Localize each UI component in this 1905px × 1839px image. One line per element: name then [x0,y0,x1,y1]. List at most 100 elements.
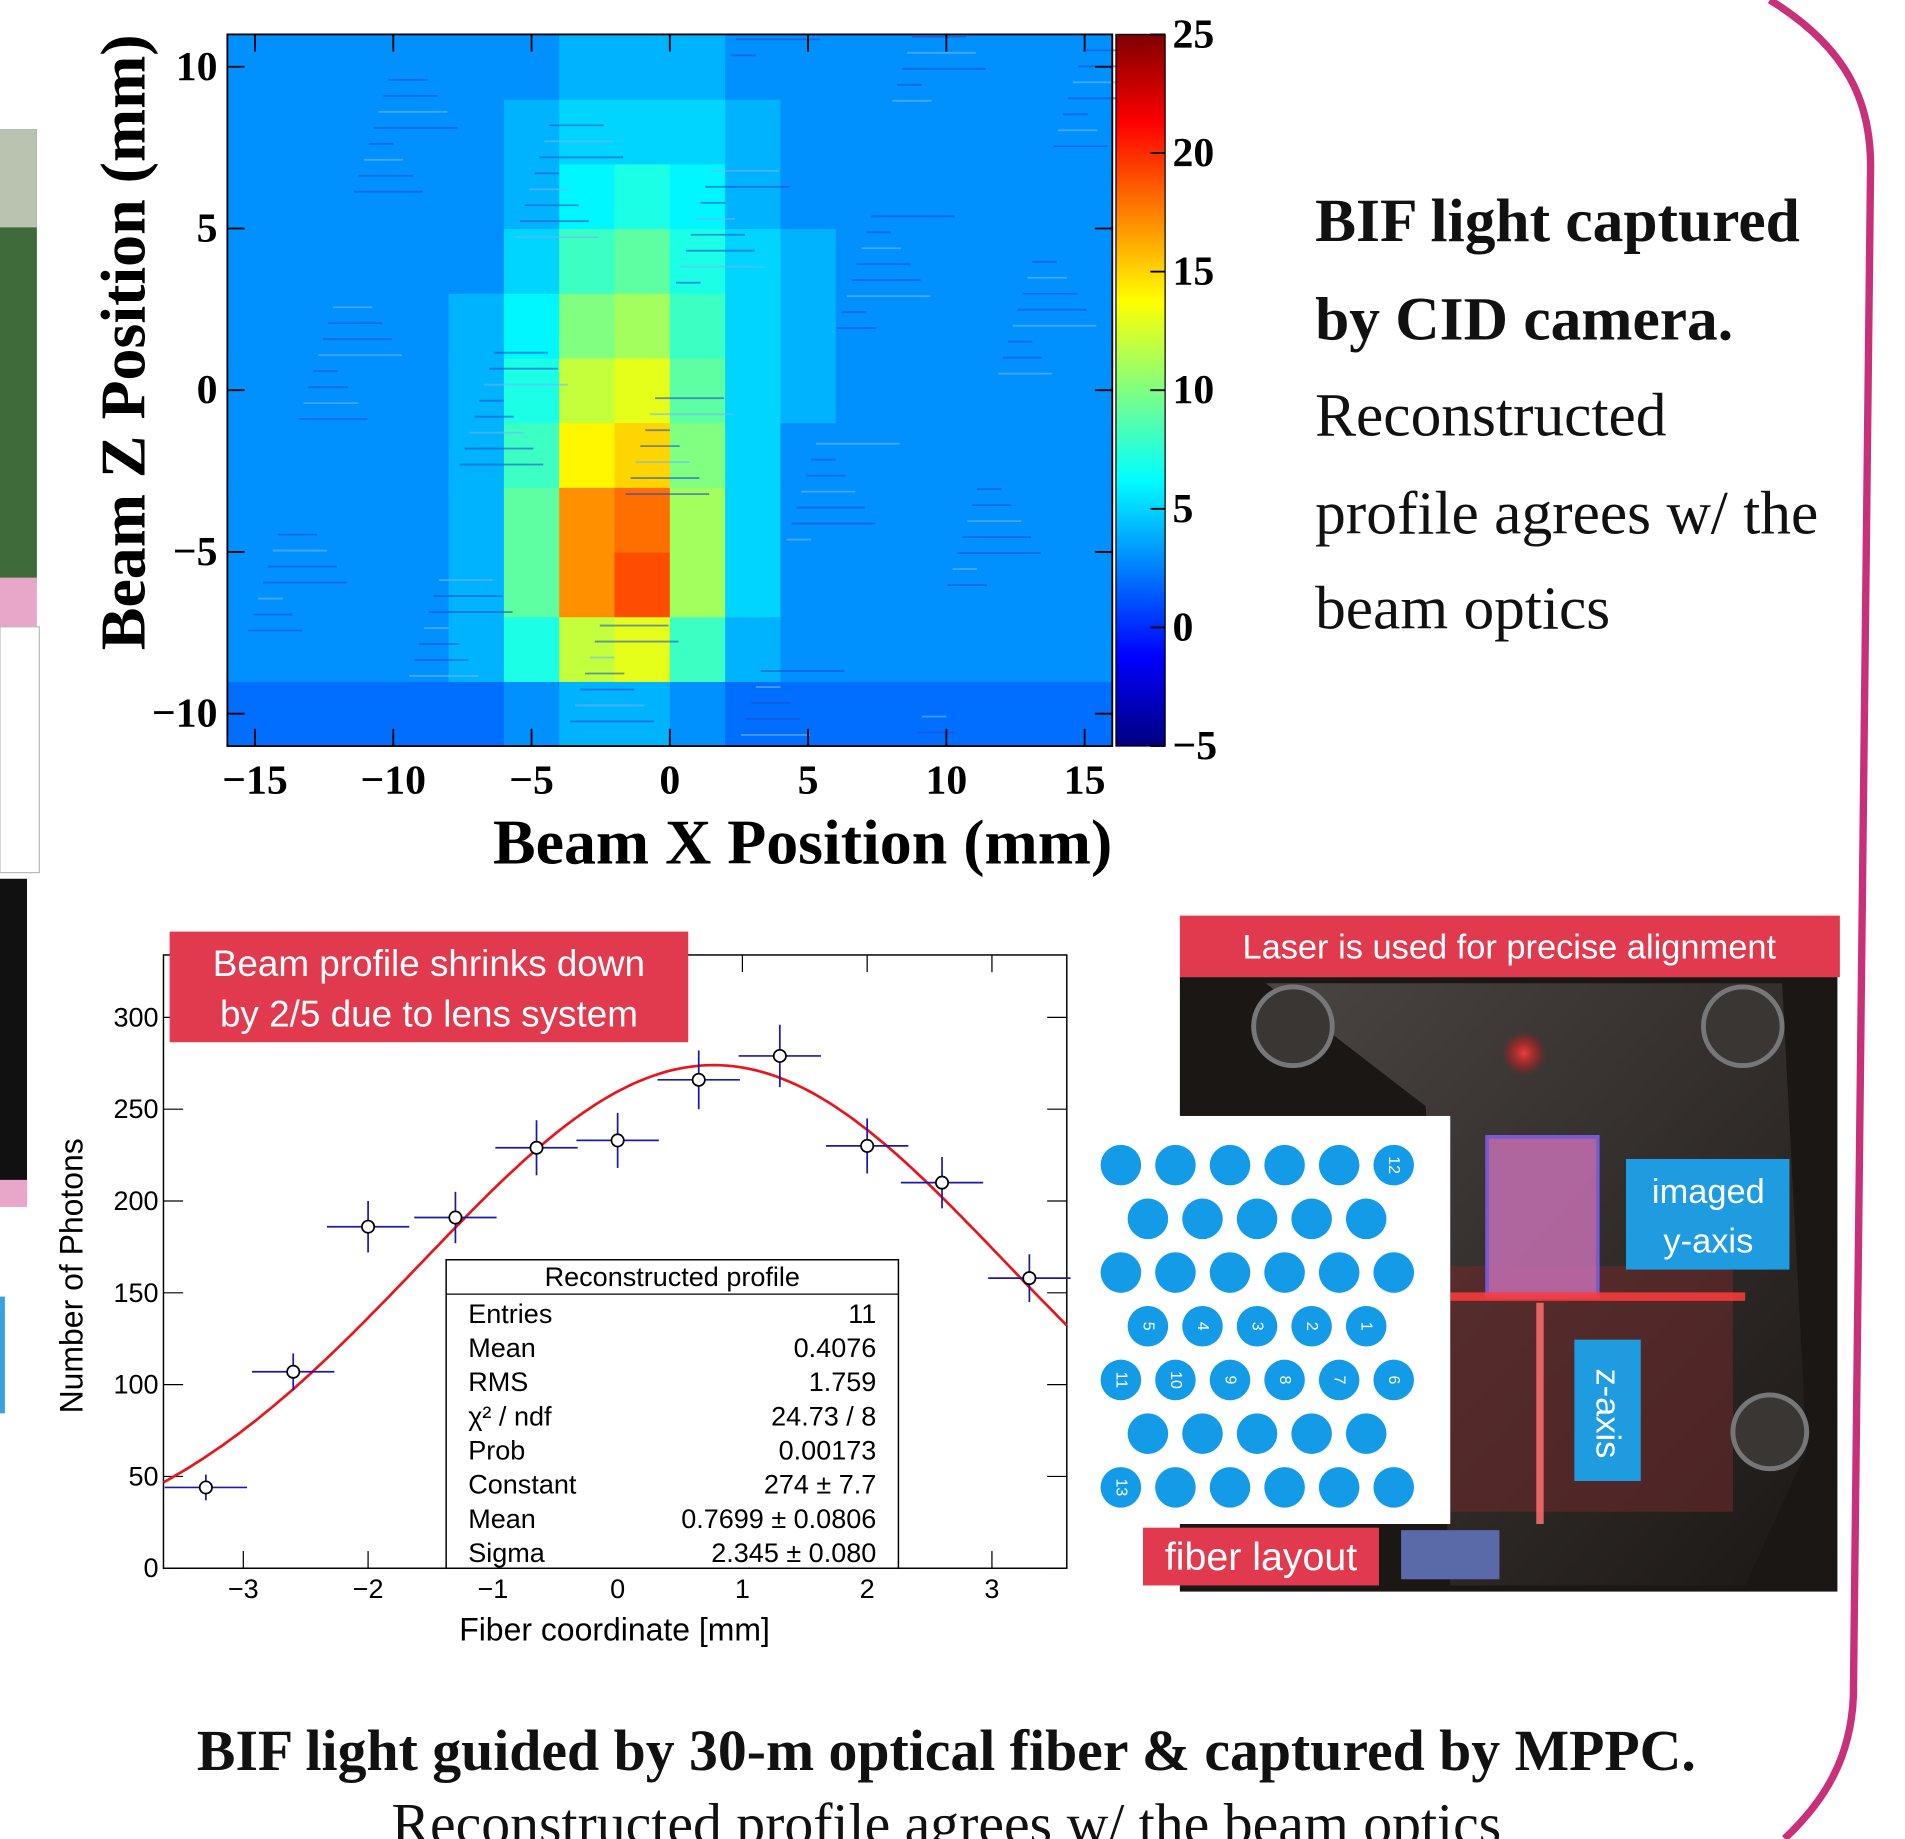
fiber-number: 4 [1194,1322,1211,1331]
y-axis-title: Number of Photons [53,1138,89,1413]
fragment-blue [0,1297,5,1414]
heatmap-cell [946,423,1002,488]
heatmap-cell [504,617,560,682]
caption-text: Reconstructed profile agrees w/ the beam… [392,1794,1502,1839]
heatmap-cell [891,552,947,617]
fiber [1101,1145,1142,1186]
fiber-number: 1 [1358,1322,1375,1331]
profile-chart: −3−2−10123050100150200250300Fiber coordi… [53,932,1070,1648]
heatmap-cell [338,99,394,164]
heatmap-cell [836,487,892,552]
fiber-number: 8 [1276,1376,1293,1385]
colorbar-tick-label: 0 [1172,604,1193,650]
x-tick-label: 1 [735,1574,750,1604]
stats-label: Mean [468,1504,536,1534]
y-tick-label: 150 [113,1278,158,1308]
alignment-photo: Laser is used for precise alignment imag… [1082,916,1840,1592]
z-axis-label: z-axis [1589,1368,1627,1458]
x-tick-label: −10 [361,757,427,803]
fiber [1264,1467,1305,1508]
heatmap-cell [338,358,394,423]
data-point [693,1074,705,1086]
stats-label: χ² / ndf [468,1401,552,1431]
photo-cable [1401,1530,1499,1579]
fiber [1346,1413,1387,1454]
heatmap-cell [946,228,1002,293]
fiber-number: 10 [1167,1371,1184,1389]
stats-value: 0.4076 [794,1333,877,1363]
heatmap-cell [780,358,836,423]
colorbar-tick-label: 20 [1172,130,1214,176]
y-tick-label: −10 [152,691,218,737]
heatmap-cell [780,617,836,682]
fragment-photo-top [0,129,37,227]
heatmap-cell [449,293,505,358]
x-tick-label: −5 [509,757,554,803]
heatmap-cell [615,34,671,99]
data-point [200,1481,212,1493]
data-point [936,1176,948,1188]
heatmap-cell [725,552,781,617]
fiber-number: 6 [1385,1376,1402,1385]
heatmap-cell [504,99,560,164]
heatmap-cell [725,34,781,99]
heatmap-cell [836,99,892,164]
heatmap-cell [946,164,1002,229]
stats-value: 2.345 ± 0.080 [711,1538,876,1568]
heatmap-cell [338,617,394,682]
fragment-pink-2 [0,1180,27,1207]
heatmap-cell [1057,617,1113,682]
heatmap-cell [338,552,394,617]
heatmap-cell [1057,487,1113,552]
fiber [1319,1467,1360,1508]
colorbar-tick-label: 25 [1172,11,1214,57]
stats-label: Sigma [468,1538,546,1568]
fiber [1155,1467,1196,1508]
heatmap-cell [449,34,505,99]
heatmap-cell [891,99,947,164]
heatmap-cell [1057,552,1113,617]
heatmap-cell [725,99,781,164]
heatmap-cell [559,293,615,358]
heatmap-cell [393,228,449,293]
stats-value: 24.73 / 8 [771,1401,876,1431]
heatmap-cell [449,552,505,617]
heatmap-cells [227,34,1113,746]
photo-bolt [1254,987,1333,1066]
heatmap-cell [1057,99,1113,164]
heatmap-cell [1002,681,1058,746]
fiber [1237,1199,1278,1240]
heatmap-cell [227,293,283,358]
heatmap-cell [780,293,836,358]
heatmap-cell [338,487,394,552]
heatmap-cell [836,293,892,358]
heatmap-cell [559,228,615,293]
fiber-number: 3 [1249,1322,1266,1331]
stats-label: Prob [468,1436,525,1466]
heatmap-cell [559,487,615,552]
stats-label: Entries [468,1299,552,1329]
heatmap-cell [449,99,505,164]
laser-spot [1502,1031,1546,1075]
stats-value: 0.00173 [779,1436,877,1466]
heatmap-cell [725,228,781,293]
fiber [1319,1145,1360,1186]
fiber-layout: 12543211110987613 [1101,1145,1414,1508]
heatmap-cell [227,228,283,293]
heatmap-cell [836,423,892,488]
y-tick-label: 0 [144,1553,159,1583]
fiber [1346,1199,1387,1240]
heatmap-cell [836,228,892,293]
stats-label: Mean [468,1333,536,1363]
heatmap-cell [891,358,947,423]
x-tick-label: −2 [353,1574,384,1604]
caption-text: profile agrees w/ the [1315,480,1818,548]
heatmap-cell [780,423,836,488]
x-tick-label: −15 [222,757,288,803]
heatmap-cell [559,164,615,229]
heatmap-cell [670,681,726,746]
heatmap-cell [504,487,560,552]
heatmap-cell [780,487,836,552]
heatmap-cell [1002,358,1058,423]
x-tick-label: 0 [610,1574,625,1604]
